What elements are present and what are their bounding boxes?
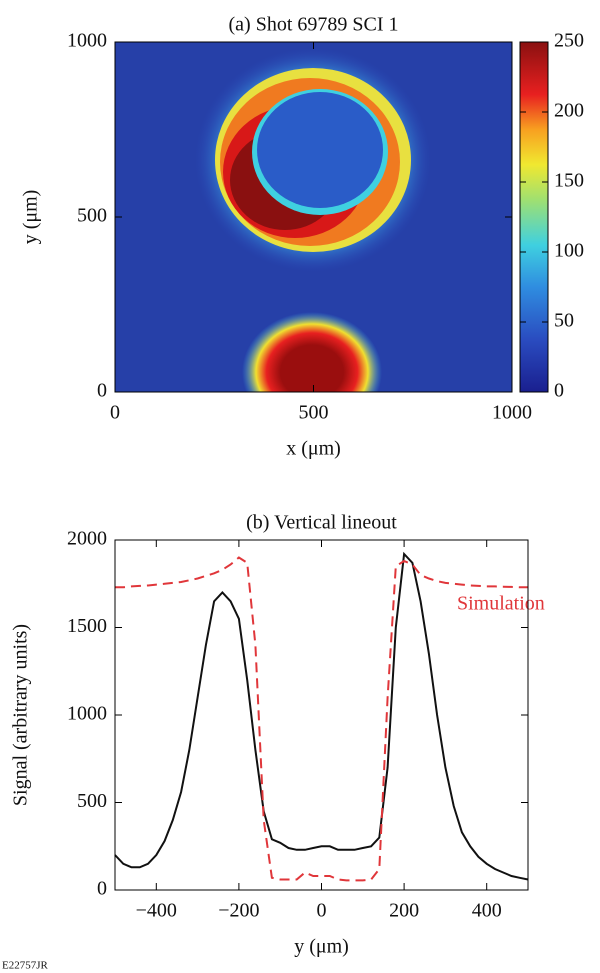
y-tick-label: 0 — [97, 380, 107, 402]
y-tick-label: 2000 — [67, 528, 107, 550]
x-tick-label: 500 — [299, 402, 329, 424]
x-axis-label: x (μm) — [286, 438, 341, 460]
colorbar-tick-label: 200 — [554, 100, 584, 122]
x-tick-label: 200 — [389, 900, 419, 922]
colorbar-tick-label: 50 — [554, 310, 574, 332]
colorbar — [519, 41, 549, 393]
series-label: Simulation — [457, 593, 545, 615]
x-axis-label: y (μm) — [294, 936, 349, 958]
line-series — [114, 551, 529, 881]
x-tick-label: 0 — [110, 402, 120, 424]
plot-frame — [114, 539, 529, 891]
line-series — [115, 556, 528, 882]
y-axis-label: Signal (arbitrary units) — [10, 624, 32, 806]
colorbar-tick-label: 0 — [554, 380, 564, 402]
colorbar-tick-label: 250 — [554, 30, 584, 52]
plot-frame — [114, 41, 513, 393]
y-tick-label: 1500 — [67, 615, 107, 637]
x-tick-label: 400 — [472, 900, 502, 922]
x-tick-label: 1000 — [492, 402, 532, 424]
y-tick-label: 500 — [77, 790, 107, 812]
y-tick-label: 1000 — [67, 703, 107, 725]
heatmap-image — [115, 42, 512, 392]
chart-title: (a) Shot 69789 SCI 1 — [229, 14, 399, 36]
colorbar-tick-label: 100 — [554, 240, 584, 262]
x-tick-label: −400 — [136, 900, 177, 922]
x-tick-label: −200 — [218, 900, 259, 922]
y-tick-label: 500 — [77, 205, 107, 227]
figure-id: E22757JR — [2, 960, 49, 972]
colorbar-tick-label: 150 — [554, 170, 584, 192]
y-tick-label: 1000 — [67, 30, 107, 52]
y-axis-label: y (μm) — [20, 190, 42, 245]
y-tick-label: 0 — [97, 878, 107, 900]
x-tick-label: 0 — [317, 900, 327, 922]
chart-title: (b) Vertical lineout — [246, 512, 397, 534]
